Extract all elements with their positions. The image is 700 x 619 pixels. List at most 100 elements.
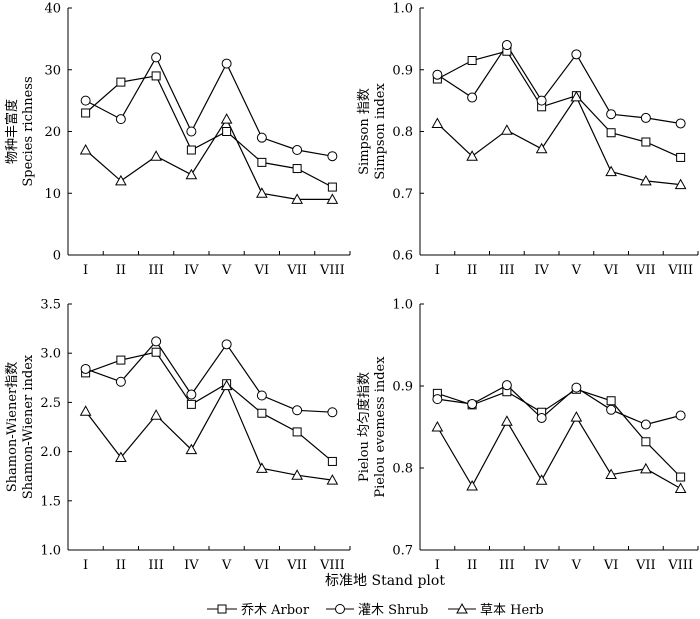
point-shrub	[221, 58, 232, 69]
legend-herb-label: 草本 Herb	[480, 603, 544, 618]
point-shrub	[115, 114, 126, 125]
point-herb	[185, 168, 198, 180]
point-herb	[640, 462, 652, 474]
point-arbor	[292, 164, 302, 174]
y-axis-title-cn: Shamon-Wiener指数	[5, 362, 20, 493]
legend: 乔木 Arbor 灌木 Shrub 草本 Herb	[207, 602, 544, 618]
x-tick-label: VI	[254, 558, 270, 573]
point-shrub	[256, 390, 267, 401]
point-shrub	[80, 363, 91, 374]
x-tick-label: II	[116, 263, 126, 278]
point-herb	[431, 420, 444, 432]
series-line-arbor	[437, 50, 681, 158]
x-tick-label: V	[571, 263, 582, 278]
point-shrub	[606, 109, 617, 120]
y-tick-label: 3.0	[40, 347, 61, 362]
legend-shrub-label: 灌木 Shrub	[358, 603, 428, 618]
series-line-herb	[85, 384, 333, 481]
y-tick-label: 3.5	[40, 298, 61, 313]
point-arbor	[186, 399, 196, 409]
legend-item-arbor: 乔木 Arbor	[207, 603, 310, 618]
y-tick-label: 40	[44, 2, 61, 17]
point-shrub	[327, 407, 338, 418]
panel-simpson: 0.60.70.80.91.0I II III IV V VI VII VIIISimpson…	[357, 2, 699, 278]
point-arbor	[327, 182, 337, 192]
y-axis-title-en: Simpson index	[373, 83, 388, 180]
point-herb	[185, 443, 198, 455]
series-line-herb	[85, 117, 333, 200]
series-line-herb	[436, 95, 681, 186]
point-arbor	[222, 127, 232, 136]
point-herb	[220, 113, 233, 124]
point-shrub	[571, 49, 582, 60]
point-arbor	[257, 408, 267, 418]
point-shrub	[432, 394, 443, 405]
y-tick-label: 2.0	[40, 445, 61, 460]
point-shrub	[640, 112, 651, 123]
x-tick-label: II	[467, 558, 477, 573]
point-shrub	[115, 376, 126, 387]
y-tick-label: 0.7	[392, 544, 413, 559]
point-shrub	[186, 126, 197, 137]
point-arbor	[116, 355, 126, 365]
point-arbor	[292, 427, 302, 437]
x-tick-label: III	[148, 263, 163, 278]
y-axis-title-cn: Simpson 指数	[357, 88, 372, 175]
y-axis-title-cn: Pielou 均匀度指数	[356, 372, 372, 482]
point-herb	[674, 178, 687, 190]
y-tick-label: 10	[44, 187, 61, 202]
legend-shrub-marker	[335, 604, 345, 614]
panel-shannon-wiener: 1.01.52.02.53.03.5I II III IV V VI VII VIIISham…	[5, 298, 351, 573]
series-line-arbor	[85, 75, 333, 188]
point-arbor	[116, 77, 126, 87]
point-shrub	[327, 151, 338, 162]
y-tick-label: 0.6	[392, 249, 413, 264]
point-arbor	[327, 456, 337, 466]
point-shrub	[501, 40, 512, 51]
series-line-shrub	[85, 56, 333, 157]
point-herb	[535, 474, 548, 485]
y-tick-label: 1.0	[392, 298, 413, 313]
x-tick-label: III	[499, 263, 514, 278]
legend-herb-marker	[456, 602, 468, 614]
x-tick-label: V	[221, 558, 232, 573]
point-herb	[466, 480, 478, 491]
point-herb	[220, 379, 233, 391]
point-arbor	[151, 71, 161, 81]
y-tick-label: 1.5	[40, 494, 61, 509]
y-tick-label: 30	[44, 63, 61, 78]
x-tick-label: IV	[534, 558, 549, 573]
y-axis-title-en: Species richness	[21, 76, 36, 186]
x-tick-label: V	[221, 263, 232, 278]
point-shrub	[640, 419, 651, 430]
point-herb	[640, 174, 652, 186]
x-tick-label: V	[571, 558, 582, 573]
x-tick-label: I	[83, 263, 88, 278]
point-shrub	[501, 380, 512, 391]
x-tick-label: VI	[603, 558, 619, 573]
point-herb	[501, 124, 513, 135]
x-tick-label: VII	[286, 558, 307, 573]
series-line-shrub	[85, 340, 333, 413]
x-tick-label: III	[148, 558, 163, 573]
point-herb	[256, 187, 268, 198]
point-arbor	[676, 472, 686, 482]
legend-item-herb: 草本 Herb	[448, 602, 544, 618]
point-arbor	[606, 396, 616, 406]
point-herb	[466, 150, 478, 161]
y-axis-title-en: Shamon-Wiener index	[21, 354, 36, 499]
point-shrub	[606, 404, 617, 415]
y-tick-label: 0.9	[392, 380, 413, 395]
point-herb	[535, 142, 548, 154]
x-tick-label: VI	[254, 263, 270, 278]
x-tick-label: I	[83, 558, 88, 573]
y-axis-title-cn: 物种丰富度	[4, 99, 20, 164]
point-arbor	[257, 157, 267, 167]
x-tick-label: VII	[635, 263, 656, 278]
x-tick-label: VIII	[319, 558, 345, 573]
point-herb	[150, 409, 162, 420]
series-line-shrub	[437, 384, 681, 426]
y-tick-label: 0.7	[392, 187, 413, 202]
